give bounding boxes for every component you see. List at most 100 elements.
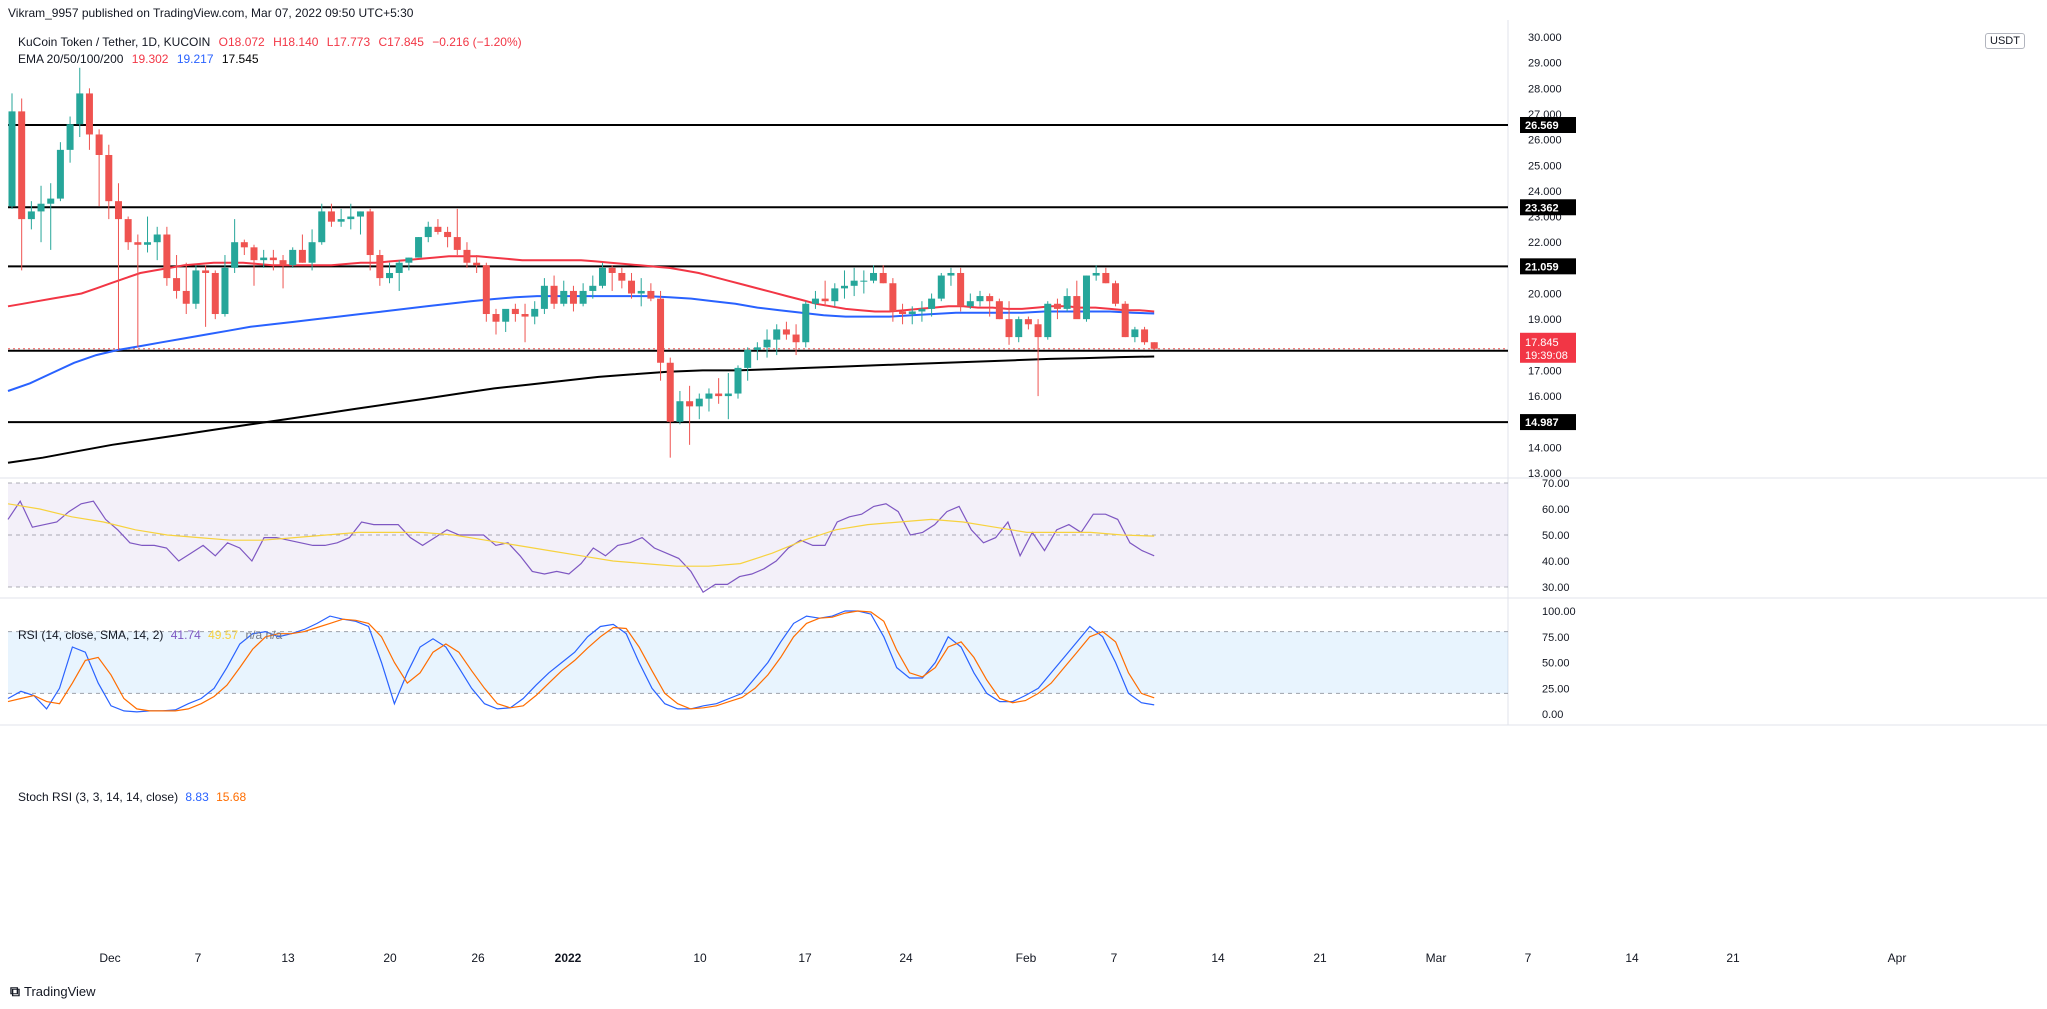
ema-50-line [7,295,1155,392]
candle-body [531,308,539,317]
candle-body [298,249,306,263]
level-label: 26.569 [1525,120,1559,132]
symbol-name[interactable]: KuCoin Token / Tether, 1D, KUCOIN [18,35,211,49]
candle-body [986,296,994,302]
time-tick-label: 21 [1726,951,1740,965]
candle-body [66,124,74,150]
candle-body [686,401,694,407]
candle-body [444,231,452,238]
support-resistance-levels [8,124,1508,424]
stoch-k-line [7,610,1155,713]
candle-body [395,262,403,273]
candle-body [37,203,45,212]
candle-body [492,314,500,322]
ema-row: EMA 20/50/100/200 19.302 19.217 17.545 [18,51,527,68]
candles[interactable] [8,67,1158,458]
ema2-value: 19.217 [176,52,214,66]
candle-body [1150,342,1158,349]
price-labels: 26.56923.36221.05917.76914.98717.84519:3… [1520,117,1576,431]
level-label: 14.987 [1525,417,1559,429]
candle-body [560,290,568,304]
price-tick-label: 30.000 [1528,32,1562,44]
candle-body [579,290,587,304]
candle-body [260,257,268,261]
time-tick-label: 24 [899,951,913,965]
candle-body [134,242,142,245]
stoch-k-value: 8.83 [185,790,209,804]
ema3-value: 17.545 [221,52,259,66]
rsi-na: n/a n/a [245,628,283,642]
candle-body [405,257,413,263]
candle-body [792,334,800,343]
price-tick-label: 19.000 [1528,314,1562,326]
time-tick-label: Dec [99,951,120,965]
candle-body [521,314,529,317]
candle-body [47,198,55,204]
candle-body [782,329,790,335]
candle-body [995,301,1003,320]
candle-body [753,347,761,350]
candle-body [705,393,713,399]
candle-body [899,311,907,315]
stoch-tick-label: 75.00 [1542,632,1570,644]
candle-body [376,255,384,279]
stoch-label[interactable]: Stoch RSI (3, 3, 14, 14, close) [18,790,179,804]
candle-body [589,285,597,291]
rsi-value: 41.74 [170,628,201,642]
stoch-tick-label: 50.00 [1542,658,1570,670]
ema1-value: 19.302 [131,52,169,66]
candle-body [937,275,945,299]
candle-body [269,257,277,261]
candle-body [811,298,819,304]
ohlc-low: L17.773 [326,35,371,49]
candle-body [724,393,732,397]
candle-body [453,237,461,250]
time-tick-label: 14 [1211,951,1225,965]
rsi-tick-label: 70.00 [1542,478,1570,490]
rsi-tick-label: 60.00 [1542,504,1570,516]
price-tick-label: 29.000 [1528,58,1562,70]
candle-body [966,301,974,307]
ema-label[interactable]: EMA 20/50/100/200 [18,52,124,66]
candle-body [18,111,26,220]
rsi-label[interactable]: RSI (14, close, SMA, 14, 2) [18,628,164,642]
price-tick-label: 13.000 [1528,468,1562,480]
ohlc-high: H18.140 [273,35,319,49]
time-tick-label: 17 [798,951,812,965]
candle-body [637,290,645,294]
candle-body [76,93,84,125]
stoch-d-line [7,610,1155,712]
candle-body [511,308,519,315]
candle-body [1034,324,1042,338]
time-tick-label: 10 [693,951,707,965]
tradingview-brand[interactable]: ⧉ TradingView [10,983,96,1000]
rsi-line [7,499,1155,594]
price-axis[interactable]: 13.00014.00015.00016.00017.00018.00019.0… [1528,32,1576,721]
candle-body [657,298,665,363]
candle-body [1141,329,1149,343]
price-tick-label: 22.000 [1528,237,1562,249]
candle-body [85,93,93,135]
time-axis[interactable]: Dec 7 13 20 26 2022 10 17 24 Feb 7 14 21 Mar 7 14 21 Apr [99,951,1906,965]
candle-body [95,134,103,155]
level-label-bg [1520,117,1576,134]
currency-badge[interactable]: USDT [1985,33,2025,49]
brand-name: TradingView [24,984,96,999]
time-tick-label: 2022 [555,951,582,965]
candle-body [618,272,626,281]
stoch-band-fill [8,631,1508,694]
level-label-bg [1520,199,1576,216]
candle-body [250,247,258,261]
price-tick-label: 20.000 [1528,289,1562,301]
candle-body [105,154,113,202]
candle-body [598,267,606,286]
rsi-tick-label: 40.00 [1542,556,1570,568]
candle-body [182,290,190,304]
candle-body [173,278,181,291]
countdown-label: 19:39:08 [1525,350,1568,362]
candle-body [802,303,810,343]
candle-body [27,211,35,220]
candle-body [540,285,548,309]
price-tick-label: 24.000 [1528,186,1562,198]
